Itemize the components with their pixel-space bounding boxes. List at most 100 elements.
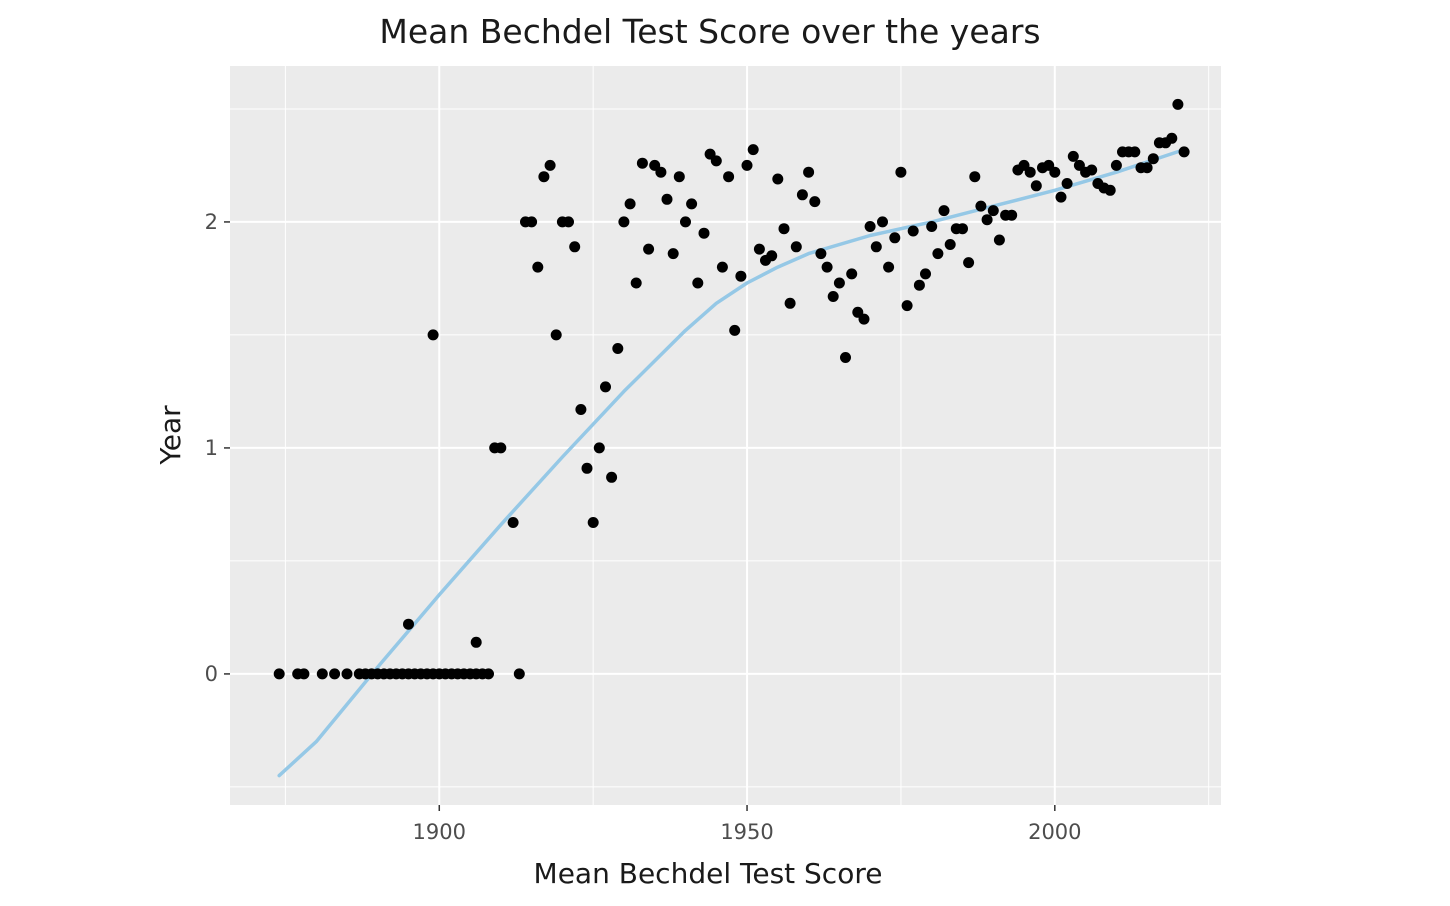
data-point (932, 248, 944, 260)
data-point (1086, 164, 1098, 176)
data-point (593, 442, 605, 454)
data-point (753, 243, 765, 255)
data-point (772, 173, 784, 185)
data-point (513, 668, 525, 680)
data-point (1055, 191, 1067, 203)
data-point (790, 241, 802, 253)
data-point (1172, 98, 1184, 110)
data-point (846, 268, 858, 280)
data-point (864, 221, 876, 232)
data-point (606, 471, 618, 483)
data-point (686, 198, 698, 210)
data-point (655, 166, 667, 178)
data-point (993, 234, 1005, 246)
minor-gridlines (230, 66, 1221, 805)
data-point (624, 198, 636, 210)
data-point (427, 329, 439, 341)
x-tick-label: 1900 (413, 820, 466, 844)
data-point (618, 216, 630, 228)
data-point (907, 225, 919, 237)
data-point (569, 241, 581, 253)
data-point (329, 668, 341, 680)
data-point (716, 261, 728, 273)
data-point (698, 227, 710, 239)
data-point (643, 243, 655, 255)
trend-line (277, 147, 1186, 778)
data-point (944, 239, 956, 250)
data-point (1129, 146, 1141, 158)
x-axis-ticks: 1900 1950 2000 (413, 805, 1082, 844)
data-point (735, 270, 747, 282)
data-point (1110, 159, 1122, 171)
data-point (581, 462, 593, 474)
data-point (870, 241, 882, 253)
data-point (600, 381, 611, 393)
data-point (840, 352, 851, 363)
data-point (483, 668, 494, 680)
data-point (889, 232, 901, 244)
data-point (526, 216, 538, 228)
data-point (1166, 132, 1178, 144)
data-point (926, 221, 938, 232)
y-axis-ticks: 0 1 2 (205, 210, 230, 686)
points-layer (273, 98, 1190, 680)
data-point (827, 291, 839, 302)
data-point (741, 159, 753, 171)
y-tick-label: 2 (205, 210, 218, 234)
data-point (563, 216, 574, 228)
data-point (803, 166, 815, 178)
data-point (969, 171, 981, 183)
data-point (316, 668, 328, 680)
data-point (470, 636, 482, 648)
data-point (507, 517, 519, 528)
data-point (975, 200, 987, 212)
data-point (938, 205, 950, 217)
data-point (981, 214, 993, 226)
data-point (963, 257, 975, 269)
data-point (901, 300, 913, 312)
data-point (913, 279, 925, 291)
data-point (550, 329, 562, 341)
data-point (636, 157, 648, 169)
data-point (809, 196, 821, 208)
data-point (1024, 166, 1036, 178)
data-point (273, 668, 285, 680)
data-point (1006, 209, 1018, 221)
data-point (1049, 166, 1061, 178)
chart-title: Mean Bechdel Test Score over the years (379, 12, 1040, 51)
y-tick-label: 0 (205, 662, 218, 686)
x-axis-label: Mean Bechdel Test Score (534, 857, 883, 890)
data-point (661, 193, 673, 205)
data-point (987, 205, 999, 217)
data-point (341, 668, 353, 680)
data-point (821, 261, 833, 273)
data-point (1067, 150, 1079, 162)
y-axis-label: Year (154, 405, 187, 466)
data-point (920, 268, 931, 280)
data-point (895, 166, 907, 178)
data-point (723, 171, 735, 183)
x-tick-label: 1950 (720, 820, 773, 844)
data-point (587, 517, 599, 528)
data-point (630, 277, 642, 289)
data-point (833, 277, 845, 289)
x-tick-label: 2000 (1028, 820, 1081, 844)
data-point (1030, 180, 1042, 192)
data-point (1141, 162, 1153, 174)
data-point (403, 618, 414, 630)
data-point (1147, 153, 1159, 165)
data-point (957, 223, 968, 235)
data-point (710, 155, 722, 167)
data-point (1178, 146, 1190, 158)
data-point (692, 277, 704, 289)
data-point (680, 216, 691, 228)
trend-layer (277, 147, 1186, 778)
data-point (883, 261, 895, 273)
data-point (538, 171, 550, 183)
data-point (1061, 178, 1073, 189)
data-point (815, 248, 827, 260)
y-tick-label: 1 (205, 436, 218, 460)
data-point (1104, 184, 1116, 196)
data-point (575, 404, 587, 415)
